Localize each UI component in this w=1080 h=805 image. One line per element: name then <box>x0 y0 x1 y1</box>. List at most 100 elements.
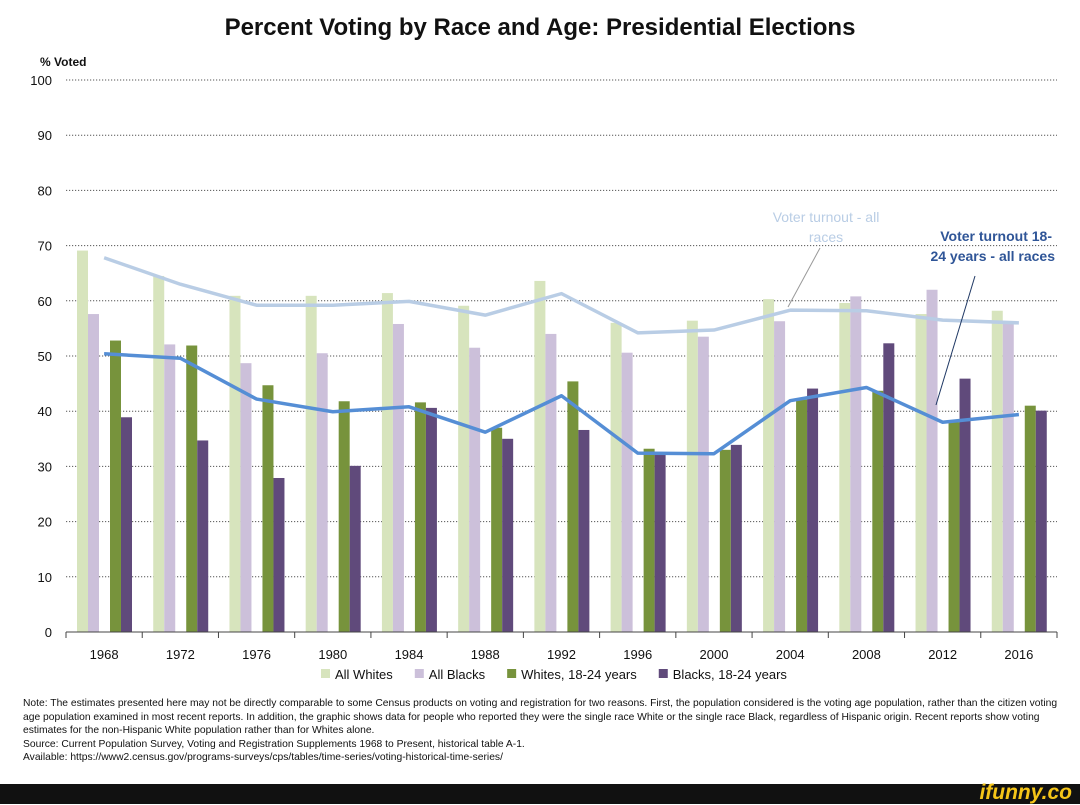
annotation-all-races: Voter turnout - all <box>773 209 880 225</box>
bar-all-whites <box>610 322 622 632</box>
line-voter-turnout-18-24-years-all-races <box>104 352 1020 456</box>
x-tick-label: 1984 <box>395 647 424 662</box>
legend-swatch <box>414 669 424 678</box>
notes: Note: The estimates presented here may n… <box>23 697 1063 765</box>
bar-whites-18-24-years <box>567 381 579 632</box>
x-tick-label: 2012 <box>928 647 957 662</box>
bar-whites-18-24-years <box>262 385 274 632</box>
bar-all-whites <box>77 250 88 632</box>
annotation-pointer <box>935 275 976 406</box>
y-tick-label: 20 <box>38 515 52 530</box>
y-tick-label: 0 <box>45 625 52 640</box>
x-tick-label: 2008 <box>852 647 881 662</box>
bar-all-whites <box>991 310 1003 632</box>
bar-blacks-18-24-years <box>578 429 590 632</box>
bar-all-whites <box>458 305 470 632</box>
legend-swatch <box>507 669 517 678</box>
bar-whites-18-24-years <box>338 401 350 632</box>
annotation-pointer <box>787 247 821 308</box>
bar-all-whites <box>686 320 698 632</box>
bar-whites-18-24-years <box>948 422 960 632</box>
bar-blacks-18-24-years <box>273 477 285 632</box>
bar-blacks-18-24-years <box>883 343 895 632</box>
bar-all-blacks <box>469 347 481 632</box>
bar-all-blacks <box>545 333 557 632</box>
bar-all-blacks <box>697 336 709 632</box>
bar-all-blacks <box>164 344 176 632</box>
bar-blacks-18-24-years <box>654 453 666 632</box>
bar-all-whites <box>153 275 165 632</box>
bar-blacks-18-24-years <box>1035 410 1047 632</box>
y-tick-label: 40 <box>38 404 52 419</box>
legend-label: All Whites <box>335 667 393 682</box>
bar-whites-18-24-years <box>643 448 655 632</box>
x-tick-label: 2000 <box>700 647 729 662</box>
y-tick-label: 30 <box>38 459 52 474</box>
watermark-logo: ifunny.co <box>979 781 1072 804</box>
chart-title: Percent Voting by Race and Age: Presiden… <box>224 14 856 41</box>
bar-blacks-18-24-years <box>502 438 514 632</box>
legend-label: Whites, 18-24 years <box>521 667 637 682</box>
bar-all-whites <box>763 299 775 632</box>
x-tick-label: 2004 <box>776 647 805 662</box>
bar-whites-18-24-years <box>796 399 808 632</box>
bar-all-blacks <box>1002 323 1014 632</box>
line-voter-turnout-all-races <box>103 256 1019 335</box>
x-tick-label: 1972 <box>166 647 195 662</box>
bar-blacks-18-24-years <box>121 417 132 632</box>
bar-all-blacks <box>621 352 633 632</box>
bar-all-blacks <box>850 296 862 632</box>
x-tick-label: 1976 <box>242 647 271 662</box>
bar-blacks-18-24-years <box>197 440 209 632</box>
chart: % Voted 0 10 20 30 40 50 60 70 80 90 100 1968 1972 197… <box>30 55 1058 682</box>
source-text: Source: Current Population Survey, Votin… <box>23 738 525 750</box>
bar-all-whites <box>915 314 927 632</box>
bar-blacks-18-24-years <box>959 378 971 632</box>
bar-whites-18-24-years <box>414 402 426 632</box>
bar-all-whites <box>534 280 546 632</box>
bar-blacks-18-24-years <box>349 465 361 632</box>
bar-all-blacks <box>926 289 938 632</box>
bar-blacks-18-24-years <box>730 444 742 632</box>
legend-swatch <box>658 669 668 678</box>
bar-all-blacks <box>240 363 252 632</box>
bar-all-whites <box>229 295 241 632</box>
bar-whites-18-24-years <box>110 340 121 632</box>
bar-whites-18-24-years <box>719 449 731 632</box>
bar-all-whites <box>381 293 393 632</box>
y-tick-label: 90 <box>38 128 52 143</box>
bar-blacks-18-24-years <box>807 388 819 632</box>
bar-whites-18-24-years <box>186 345 198 632</box>
bar-all-blacks <box>316 353 328 632</box>
y-axis-label: % Voted <box>40 55 86 69</box>
y-tick-label: 50 <box>38 349 52 364</box>
bar-blacks-18-24-years <box>425 407 437 632</box>
bar-whites-18-24-years <box>872 390 884 632</box>
y-tick-label: 60 <box>38 294 52 309</box>
footer-bar: ifunny.co <box>0 781 1080 804</box>
note-text: Note: The estimates presented here may n… <box>23 698 1058 736</box>
x-tick-label: 1988 <box>471 647 500 662</box>
y-tick-label: 100 <box>30 73 52 88</box>
legend-label: Blacks, 18-24 years <box>673 667 788 682</box>
legend-label: All Blacks <box>429 667 486 682</box>
y-tick-label: 80 <box>38 183 52 198</box>
available-text: Available: https://www2.census.gov/progr… <box>23 752 503 763</box>
bar-all-whites <box>839 303 851 632</box>
legend-swatch <box>321 669 330 678</box>
bar-all-blacks <box>88 314 99 632</box>
x-tick-label: 1968 <box>90 647 119 662</box>
annotation-18-24: 24 years - all races <box>930 248 1055 264</box>
bar-whites-18-24-years <box>491 427 503 632</box>
x-tick-label: 2016 <box>1004 647 1033 662</box>
bar-whites-18-24-years <box>1024 405 1036 632</box>
y-tick-label: 70 <box>38 239 52 254</box>
x-tick-label: 1996 <box>623 647 652 662</box>
bar-all-whites <box>305 295 317 632</box>
y-tick-label: 10 <box>38 570 52 585</box>
annotation-all-races: races <box>809 229 843 245</box>
x-tick-label: 1992 <box>547 647 576 662</box>
x-tick-label: 1980 <box>318 647 347 662</box>
annotation-18-24: Voter turnout 18- <box>940 228 1052 244</box>
bar-all-blacks <box>774 321 786 632</box>
